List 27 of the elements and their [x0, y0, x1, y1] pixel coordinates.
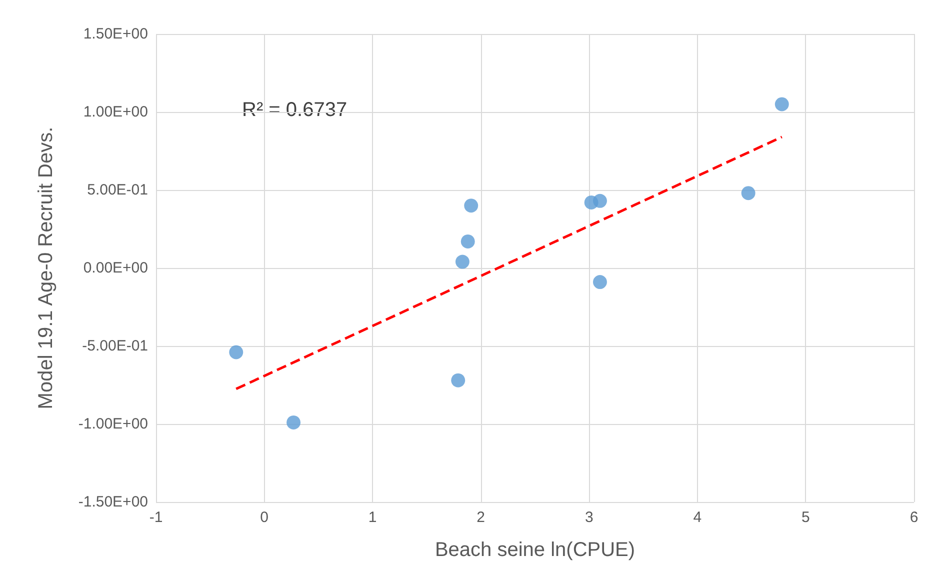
- y-tick-label: -1.50E+00: [78, 494, 148, 510]
- y-axis-title: Model 19.1 Age-0 Recruit Devs.: [35, 126, 57, 410]
- y-tick-label: 1.50E+00: [83, 26, 148, 42]
- point: [774, 97, 789, 112]
- y-tick-label: 5.00E-01: [87, 182, 148, 198]
- point: [286, 415, 301, 430]
- y-tick-label: -1.00E+00: [78, 416, 148, 432]
- point: [464, 198, 478, 213]
- y-tick-label: 0.00E+00: [83, 260, 148, 276]
- x-tick-label: 5: [802, 509, 810, 526]
- x-tick-label: 0: [260, 509, 268, 526]
- point: [592, 275, 607, 290]
- x-tick-label: 2: [476, 509, 486, 526]
- point: [460, 234, 475, 248]
- y-tick-label: -5.00E-01: [82, 338, 148, 354]
- point: [229, 345, 244, 360]
- x-tick-label: 4: [693, 509, 702, 526]
- point: [592, 194, 607, 208]
- x-tick-label: 6: [910, 509, 918, 526]
- point: [455, 254, 470, 269]
- x-tick-label: -1: [149, 509, 163, 526]
- y-tick-label: 1.00E+00: [83, 104, 148, 120]
- x-tick-label: 1: [368, 509, 377, 526]
- x-tick-label: 3: [584, 509, 594, 526]
- point: [451, 373, 466, 388]
- x-axis-title: Beach seine ln(CPUE): [434, 539, 636, 561]
- point: [741, 186, 756, 200]
